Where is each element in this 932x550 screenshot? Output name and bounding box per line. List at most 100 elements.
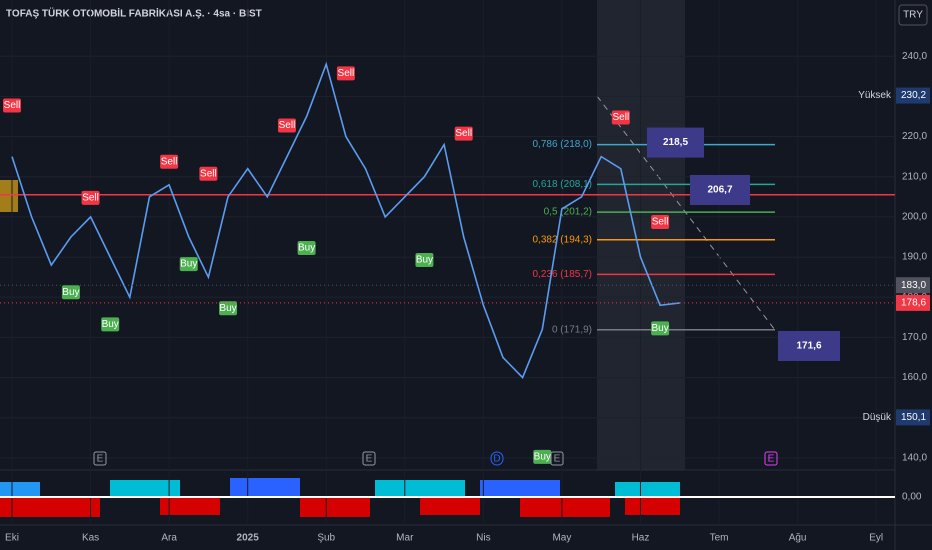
sell-signal: Sell bbox=[454, 126, 473, 141]
event-icon bbox=[490, 451, 504, 466]
signal-label: Sell bbox=[612, 112, 629, 123]
signal-box bbox=[81, 190, 100, 205]
signal-box bbox=[454, 126, 473, 141]
low-text: Düşük bbox=[863, 412, 892, 423]
fib-label: 0,382 (194,3) bbox=[533, 234, 593, 245]
event-label: E bbox=[366, 454, 373, 465]
x-tick-label: Haz bbox=[632, 533, 650, 544]
currency-box[interactable] bbox=[898, 4, 928, 26]
osc-block bbox=[110, 480, 180, 497]
x-tick-label: Şub bbox=[317, 533, 335, 544]
price-line bbox=[11, 61, 680, 380]
event-label: E bbox=[97, 454, 104, 465]
low-box bbox=[896, 409, 930, 426]
sell-signal: Sell bbox=[336, 66, 355, 81]
sell-signal: Sell bbox=[611, 110, 630, 125]
callout-label: 218,5 bbox=[663, 137, 688, 148]
currency[interactable]: TRY bbox=[903, 10, 923, 21]
signal-label: Buy bbox=[298, 243, 315, 254]
low-label: 150,1 bbox=[901, 412, 926, 423]
signal-label: Buy bbox=[219, 303, 236, 314]
signal-box bbox=[101, 317, 120, 332]
trend-line bbox=[596, 95, 776, 331]
event-icon bbox=[362, 451, 376, 466]
x-tick-label: Kas bbox=[82, 533, 99, 544]
osc-block bbox=[520, 497, 610, 517]
price-label: 183,0 bbox=[901, 280, 926, 291]
signal-label: Sell bbox=[652, 217, 669, 228]
buy-signal: Buy bbox=[179, 257, 198, 272]
signal-box bbox=[277, 118, 296, 133]
buy-signal: Buy bbox=[651, 321, 670, 336]
fib-label: 0,618 (208,1) bbox=[533, 179, 593, 190]
signal-box bbox=[651, 214, 670, 229]
signal-label: Buy bbox=[62, 287, 79, 298]
signal-box bbox=[61, 285, 80, 300]
signal-box bbox=[651, 321, 670, 336]
buy-signal: Buy bbox=[219, 301, 238, 316]
callout-box bbox=[690, 174, 750, 205]
signal-box bbox=[219, 301, 238, 316]
buy-signal: Buy bbox=[297, 240, 316, 255]
event-icon bbox=[550, 451, 564, 466]
signal-box bbox=[336, 66, 355, 81]
event-label: E bbox=[554, 454, 561, 465]
x-tick-label: May bbox=[552, 533, 571, 544]
y-tick-label: 210,0 bbox=[902, 171, 927, 182]
osc-block bbox=[420, 497, 480, 515]
signal-box bbox=[415, 253, 434, 268]
signal-label: Sell bbox=[338, 68, 355, 79]
signal-box bbox=[3, 98, 21, 113]
signal-label: Sell bbox=[4, 100, 21, 111]
event-label: E bbox=[768, 454, 775, 465]
signal-label: Buy bbox=[102, 319, 119, 330]
signal-box bbox=[297, 240, 316, 255]
y-tick-label: 200,0 bbox=[902, 212, 927, 223]
signal-box bbox=[160, 154, 179, 169]
x-tick-label: Nis bbox=[476, 533, 490, 544]
signal-label: Buy bbox=[416, 255, 433, 266]
signal-label: Sell bbox=[279, 120, 296, 131]
y-tick-label: 160,0 bbox=[902, 372, 927, 383]
high-label: 230,2 bbox=[901, 90, 926, 101]
y-tick-label: 190,0 bbox=[902, 252, 927, 263]
price-label: 178,6 bbox=[901, 298, 926, 309]
signal-label: Sell bbox=[82, 193, 99, 204]
sell-signal: Sell bbox=[3, 98, 21, 113]
signal-box bbox=[179, 257, 198, 272]
signal-label: Sell bbox=[455, 128, 472, 139]
x-tick-label: Ağu bbox=[789, 533, 807, 544]
sell-signal: Sell bbox=[81, 190, 100, 205]
fib-label: 0 (171,9) bbox=[552, 324, 592, 335]
fib-label: 0,5 (201,2) bbox=[544, 207, 592, 218]
callout-box bbox=[647, 127, 704, 158]
chart-title: TOFAŞ TÜRK OTOMOBİL FABRİKASI A.Ş. · 4sa… bbox=[6, 7, 262, 20]
osc-block bbox=[0, 482, 40, 497]
signal-label: Buy bbox=[180, 259, 197, 270]
signal-box bbox=[199, 166, 218, 181]
x-tick-label: Ara bbox=[161, 533, 177, 544]
buy-signal: Buy bbox=[101, 317, 120, 332]
sell-signal: Sell bbox=[277, 118, 296, 133]
y-tick-label: 240,0 bbox=[902, 51, 927, 62]
callout-label: 206,7 bbox=[707, 185, 732, 196]
y-tick-label: 220,0 bbox=[902, 131, 927, 142]
osc-block bbox=[160, 497, 220, 515]
event-icon bbox=[764, 451, 778, 466]
buy-signal: Buy bbox=[533, 449, 552, 464]
event-label: D bbox=[493, 454, 500, 465]
signal-box bbox=[533, 449, 552, 464]
price-box bbox=[896, 294, 930, 311]
y-tick-label: 140,0 bbox=[902, 453, 927, 464]
x-tick-label: Tem bbox=[710, 533, 729, 544]
callout-box bbox=[778, 331, 840, 362]
sell-signal: Sell bbox=[651, 214, 670, 229]
price-box bbox=[896, 277, 930, 294]
oscillator-label: 0,00 bbox=[902, 492, 922, 503]
osc-block bbox=[625, 497, 680, 515]
high-text: Yüksek bbox=[858, 90, 892, 101]
y-tick-label: 170,0 bbox=[902, 332, 927, 343]
signal-label: Buy bbox=[534, 452, 551, 463]
osc-block bbox=[375, 480, 465, 497]
